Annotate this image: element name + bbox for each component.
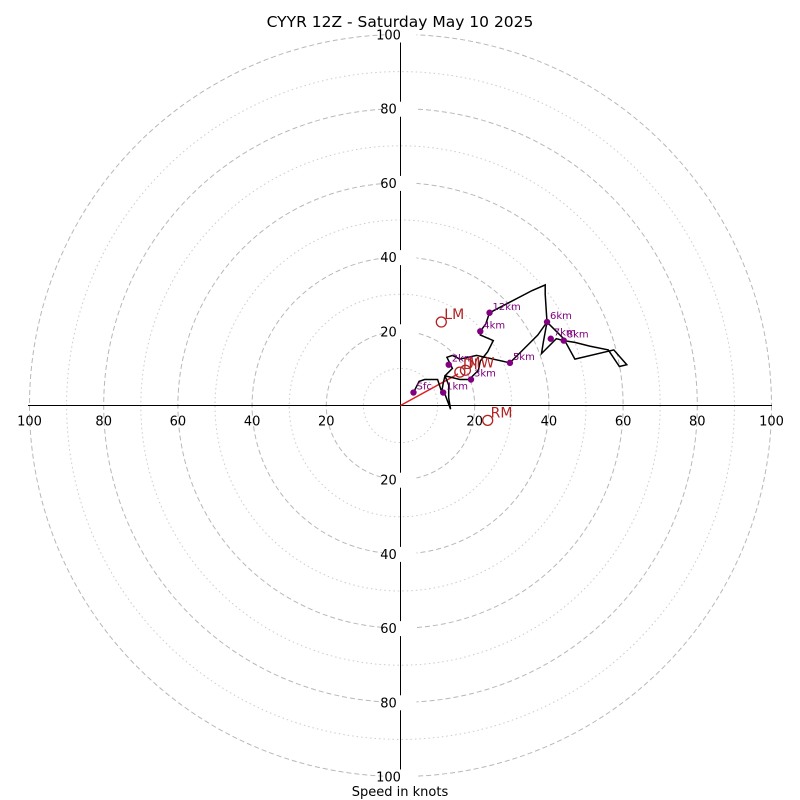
point-label-3km: 3km: [474, 369, 496, 380]
point-2km: [445, 361, 452, 368]
x-tick-label-right-40: 40: [541, 415, 558, 430]
y-tick-label-top-100: 100: [376, 29, 401, 44]
chart-title: CYYR 12Z - Saturday May 10 2025: [267, 13, 534, 31]
point-label-8km: 8km: [567, 330, 589, 341]
x-tick-label-left-100: 100: [17, 415, 42, 430]
x-tick-label-left-80: 80: [95, 415, 112, 430]
motion-label-di: DI: [463, 357, 478, 373]
point-6km: [543, 318, 551, 326]
y-tick-bg-bottom-80: [384, 695, 417, 711]
shear-vector-group: [400, 373, 459, 407]
hodograph-trace: [412, 283, 629, 410]
motion-marker-lm: [435, 316, 447, 328]
hodograph-trace-group: [412, 283, 629, 410]
point-4km: [477, 328, 484, 335]
motion-marker-di: [454, 366, 466, 378]
point-3km: [467, 376, 475, 383]
point-7km: [547, 335, 554, 342]
point-sfc: [410, 389, 417, 396]
x-tick-label-right-60: 60: [615, 415, 632, 430]
point-12km: [486, 309, 493, 316]
y-tick-bg-bottom-60: [384, 621, 417, 637]
y-tick-label-top-20: 20: [380, 325, 397, 340]
y-tick-bg-bottom-20: [384, 472, 417, 488]
y-tick-bg-top-80: [384, 101, 417, 117]
y-tick-label-bottom-20: 20: [380, 474, 397, 489]
point-label-4km: 4km: [483, 320, 505, 331]
motion-label-mw: MW: [468, 355, 494, 371]
point-label-12km: 12km: [493, 302, 521, 313]
y-tick-label-bottom-60: 60: [380, 622, 397, 637]
x-tick-label-left-60: 60: [170, 415, 187, 430]
y-tick-bg-top-60: [384, 175, 417, 191]
point-label-6km: 6km: [550, 311, 572, 322]
y-tick-bg-top-40: [384, 250, 417, 266]
point-label-7km: 7km: [554, 328, 576, 339]
point-label-sfc: Sfc: [416, 382, 431, 393]
point-label-1km: 1km: [446, 382, 468, 393]
y-tick-bg-bottom-40: [384, 546, 417, 562]
x-tick-label-left-40: 40: [244, 415, 261, 430]
y-tick-bg-bottom-100: [384, 769, 417, 785]
y-tick-bg-top-20: [384, 324, 417, 340]
point-label-5km: 5km: [513, 352, 535, 363]
x-axis-label: Speed in knots: [352, 785, 449, 800]
y-tick-label-bottom-40: 40: [380, 548, 397, 563]
x-tick-label-right-80: 80: [689, 415, 706, 430]
point-5km: [506, 359, 514, 367]
y-tick-bg-top-100: [384, 27, 417, 43]
y-tick-label-top-60: 60: [380, 177, 397, 192]
motion-marker-rm: [482, 414, 494, 426]
point-label-2km: 2km: [452, 354, 474, 365]
point-8km: [560, 337, 567, 344]
point-1km: [439, 389, 447, 396]
axis-tick-labels: 20 20 20 20 40 40 40 40 60 60 60 60 80 80 80 80 100 100 10…: [17, 27, 784, 786]
y-tick-label-bottom-80: 80: [380, 696, 397, 711]
motion-marker-mw: [459, 364, 472, 376]
axes: [28, 34, 772, 777]
x-tick-label-right-20: 20: [466, 415, 483, 430]
motion-label-rm: RM: [491, 405, 513, 421]
x-tick-label-left-20: 20: [318, 415, 335, 430]
y-tick-label-top-40: 40: [380, 251, 397, 266]
shear-vector: [400, 373, 459, 407]
motion-label-lm: LM: [444, 307, 464, 323]
y-tick-label-top-80: 80: [380, 103, 397, 118]
y-tick-label-bottom-100: 100: [376, 771, 401, 786]
x-tick-label-right-100: 100: [759, 415, 784, 430]
